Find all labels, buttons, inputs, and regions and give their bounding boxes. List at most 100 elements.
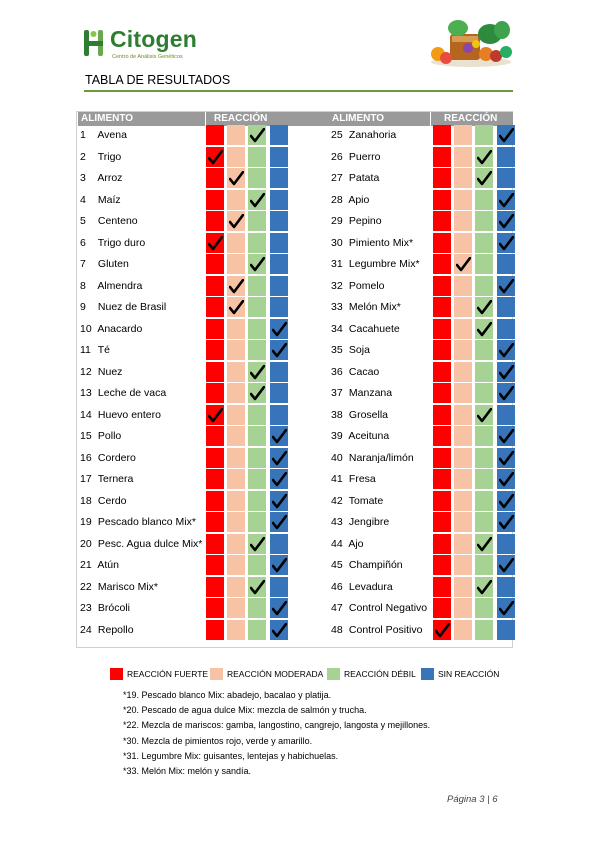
- reaction-cell-moderate: [227, 533, 245, 554]
- reaction-cell-weak: [248, 469, 266, 489]
- title-divider: [84, 90, 513, 92]
- reaction-cell-none: [497, 168, 515, 188]
- food-name: Nuez: [97, 365, 123, 378]
- checkmark-icon: [499, 472, 514, 487]
- legend-label-strong: REACCIÓN FUERTE: [127, 669, 209, 679]
- food-number: 9: [80, 301, 86, 313]
- table-row: 13 Leche de vaca: [0, 383, 600, 403]
- food-name: Leche de vaca: [97, 387, 167, 399]
- reaction-cell-none: [270, 340, 288, 360]
- table-row: 40 Naranja/limón: [0, 447, 600, 468]
- reaction-cell-none: [270, 383, 288, 403]
- reaction-cell-strong: [206, 189, 224, 210]
- food-label: 17 Ternera: [80, 469, 133, 489]
- reaction-cell-moderate: [454, 447, 472, 468]
- table-row: 36 Cacao: [0, 361, 600, 382]
- citogen-logo-mark-icon: [84, 30, 103, 56]
- table-row: 38 Grosella: [0, 404, 600, 425]
- food-name: Pomelo: [348, 279, 385, 292]
- reaction-cell-moderate: [454, 168, 472, 188]
- reaction-cell-none: [497, 383, 515, 403]
- reaction-cell-moderate: [454, 361, 472, 382]
- food-label: 14 Huevo entero: [80, 405, 161, 425]
- legend-label-weak: REACCIÓN DÉBIL: [344, 669, 416, 679]
- table-row: 20 Pesc. Agua dulce Mix*: [0, 533, 600, 554]
- reaction-cell-strong: [433, 555, 451, 575]
- reaction-cell-moderate: [227, 512, 245, 532]
- food-name: Manzana: [348, 387, 393, 399]
- reaction-cell-weak: [248, 125, 266, 145]
- header-food-left: ALIMENTO: [81, 113, 134, 124]
- food-number: 21: [80, 559, 92, 571]
- food-number: 29: [331, 215, 343, 227]
- checkmark-icon: [272, 601, 287, 616]
- reaction-cell-none: [497, 447, 515, 468]
- reaction-cell-strong: [433, 232, 451, 253]
- checkmark-icon: [250, 364, 265, 379]
- checkmark-icon: [477, 300, 492, 315]
- food-label: 32 Pomelo: [331, 276, 385, 296]
- reaction-cell-none: [497, 361, 515, 382]
- reaction-cell-none: [270, 512, 288, 532]
- header-reaction-left: REACCIÓN: [214, 113, 268, 124]
- food-label: 39 Aceituna: [331, 426, 389, 446]
- food-label: 4 Maíz: [80, 190, 121, 210]
- reaction-cell-moderate: [454, 469, 472, 489]
- reaction-cell-moderate: [454, 512, 472, 532]
- reaction-cell-weak: [248, 426, 266, 446]
- food-number: 19: [80, 516, 92, 528]
- food-number: 43: [331, 516, 343, 528]
- checkmark-icon: [272, 472, 287, 487]
- table-row: 28 Apio: [0, 189, 600, 210]
- food-number: 42: [331, 494, 343, 507]
- checkmark-icon: [477, 407, 492, 422]
- food-name: Pesc. Agua dulce Mix*: [97, 537, 203, 550]
- food-label: 43 Jengibre: [331, 512, 389, 532]
- reaction-cell-none: [270, 125, 288, 145]
- table-row: 1 Avena: [0, 125, 600, 145]
- reaction-cell-strong: [206, 426, 224, 446]
- food-name: Pimiento Mix*: [348, 236, 414, 249]
- table-row: 5 Centeno: [0, 211, 600, 231]
- reaction-cell-none: [270, 447, 288, 468]
- food-label: 18 Cerdo: [80, 491, 127, 511]
- checkmark-icon: [250, 536, 265, 551]
- table-row: 23 Brócoli: [0, 598, 600, 618]
- reaction-cell-strong: [206, 383, 224, 403]
- food-name: Huevo entero: [97, 408, 161, 421]
- reaction-cell-strong: [206, 598, 224, 618]
- reaction-cell-strong: [433, 469, 451, 489]
- reaction-cell-moderate: [454, 318, 472, 339]
- food-name: Té: [97, 344, 110, 356]
- reaction-cell-none: [497, 275, 515, 296]
- table-row: 26 Puerro: [0, 146, 600, 167]
- header-reaction-right: REACCIÓN: [444, 113, 498, 124]
- food-number: 32: [331, 279, 343, 292]
- legend-swatch-moderate: [210, 668, 223, 680]
- reaction-cell-strong: [433, 533, 451, 554]
- table-row: 24 Repollo: [0, 619, 600, 640]
- reaction-cell-weak: [475, 318, 493, 339]
- food-label: 1 Avena: [80, 125, 127, 145]
- food-number: 34: [331, 322, 343, 335]
- food-number: 4: [80, 193, 86, 206]
- table-row: 14 Huevo entero: [0, 404, 600, 425]
- reaction-cell-weak: [248, 168, 266, 188]
- reaction-cell-strong: [206, 469, 224, 489]
- food-number: 7: [80, 258, 86, 270]
- reaction-cell-moderate: [454, 340, 472, 360]
- food-name: Control Negativo: [348, 602, 428, 614]
- reaction-cell-none: [270, 426, 288, 446]
- table-row: 39 Aceituna: [0, 426, 600, 446]
- checkmark-icon: [208, 149, 223, 164]
- table-row: 47 Control Negativo: [0, 598, 600, 618]
- reaction-cell-strong: [206, 533, 224, 554]
- food-name: Repollo: [97, 623, 134, 636]
- header-divider: [205, 112, 206, 126]
- footnote: *20. Pescado de agua dulce Mix: mezcla d…: [123, 705, 367, 716]
- reaction-cell-strong: [206, 447, 224, 468]
- table-row: 27 Patata: [0, 168, 600, 188]
- reaction-cell-strong: [206, 340, 224, 360]
- food-number: 2: [80, 150, 86, 163]
- checkmark-icon: [499, 128, 514, 143]
